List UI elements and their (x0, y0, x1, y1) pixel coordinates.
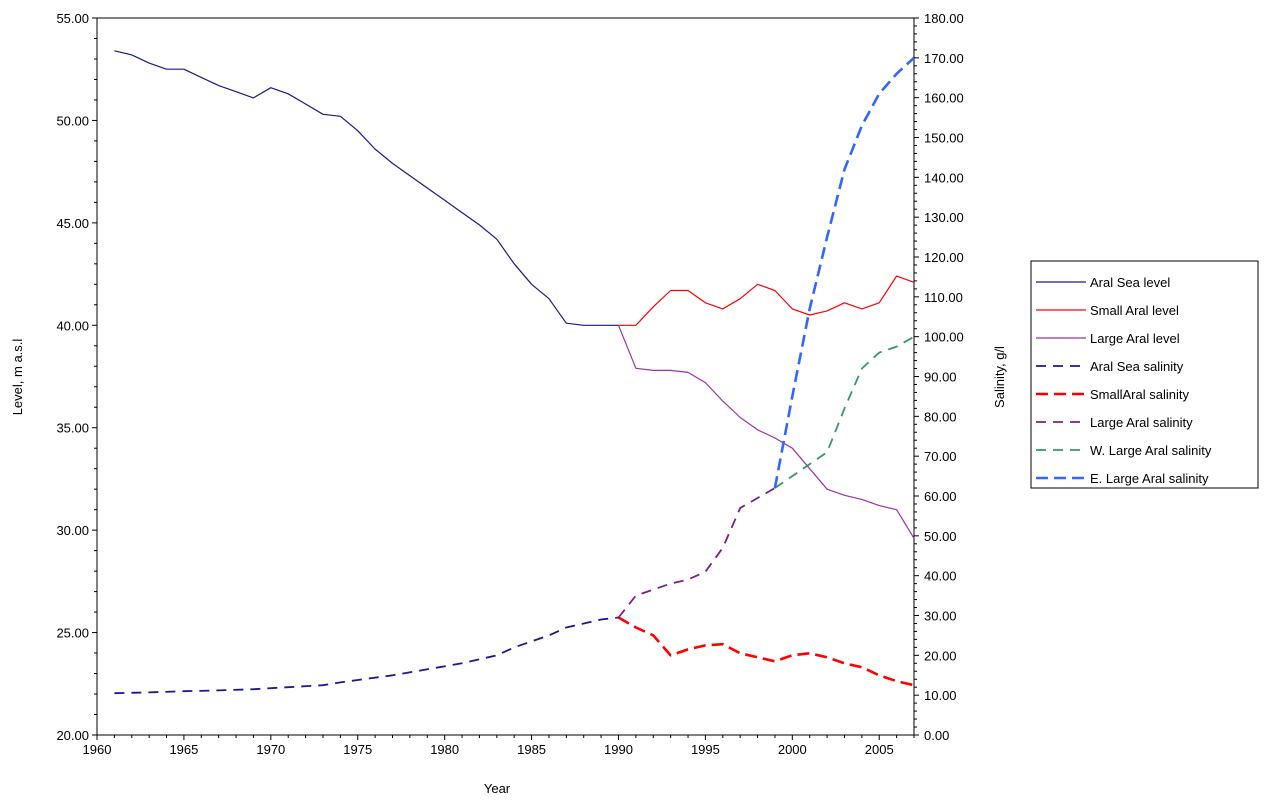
y-right-tick-label: 0.00 (924, 728, 949, 743)
series-line-large-aral-salinity (617, 487, 776, 619)
y-right-tick-label: 70.00 (924, 449, 957, 464)
y-right-tick-label: 80.00 (924, 409, 957, 424)
x-tick-label: 2005 (865, 742, 894, 757)
series-line-smallaral-salinity (617, 616, 915, 687)
y-right-tick-label: 30.00 (924, 609, 957, 624)
y-right-tick-label: 140.00 (924, 170, 964, 185)
series-layer (114, 50, 915, 695)
y-right-tick-label: 100.00 (924, 330, 964, 345)
series-line-aral-sea-salinity (114, 616, 619, 695)
series-line-w-large-aral-salinity (774, 335, 915, 489)
y-right-tick-label: 150.00 (924, 131, 964, 146)
series-line-aral-sea-level (114, 50, 619, 326)
y-right-tick-label: 160.00 (924, 91, 964, 106)
y-left-tick-label: 40.00 (56, 318, 89, 333)
plot-area (96, 17, 915, 736)
y-right-tick-label: 90.00 (924, 370, 957, 385)
axis-layer: 1960 1965 1970 1975 1980 1985 1990 1995 2000 2005… (56, 11, 963, 757)
legend-label-large-aral-salinity: Large Aral salinity (1090, 415, 1193, 430)
legend-label-aral-sea-level: Aral Sea level (1090, 275, 1170, 290)
legend-items: Aral Sea level Small Aral level Large Aral… (1036, 275, 1212, 486)
y-left-tick-label: 45.00 (56, 216, 89, 231)
y-left-tick-label: 50.00 (56, 113, 89, 128)
y-right-tick-label: 20.00 (924, 648, 957, 663)
legend-label-large-aral-level: Large Aral level (1090, 331, 1180, 346)
x-tick-label: 2000 (778, 742, 807, 757)
y-right-tick-label: 10.00 (924, 688, 957, 703)
y-right-tick-label: 40.00 (924, 569, 957, 584)
y-right-axis-title: Salinity, g/l (992, 346, 1007, 408)
series-line-e-large-aral-salinity (773, 56, 915, 489)
x-axis-title: Year (484, 781, 511, 796)
x-tick-label: 1960 (83, 742, 112, 757)
x-tick-label: 1970 (256, 742, 285, 757)
y-right-tick-label: 130.00 (924, 210, 964, 225)
y-left-tick-label: 30.00 (56, 523, 89, 538)
y-right-tick-label: 120.00 (924, 250, 964, 265)
series-line-small-aral-level (618, 275, 915, 326)
legend-box (1030, 260, 1259, 489)
legend-label-aral-sea-salinity: Aral Sea salinity (1090, 359, 1184, 374)
y-right-tick-label: 60.00 (924, 489, 957, 504)
x-tick-label: 1980 (430, 742, 459, 757)
x-tick-label: 1975 (343, 742, 372, 757)
series-line-large-aral-level (617, 325, 915, 539)
x-tick-label: 1990 (604, 742, 633, 757)
y-right-tick-label: 50.00 (924, 529, 957, 544)
x-tick-label: 1995 (691, 742, 720, 757)
y-right-tick-label: 170.00 (924, 51, 964, 66)
y-right-tick-label: 180.00 (924, 11, 964, 26)
y-right-tick-label: 110.00 (924, 290, 963, 305)
x-tick-label: 1985 (517, 742, 546, 757)
legend: Aral Sea level Small Aral level Large Aral… (1030, 260, 1259, 489)
y-left-tick-label: 55.00 (56, 11, 89, 26)
legend-label-e-large-aral-salinity: E. Large Aral salinity (1090, 471, 1209, 486)
legend-label-smallaral-salinity: SmallAral salinity (1090, 387, 1189, 402)
legend-label-w-large-aral-salinity: W. Large Aral salinity (1090, 443, 1212, 458)
y-left-tick-label: 35.00 (56, 421, 89, 436)
legend-label-small-aral-level: Small Aral level (1090, 303, 1179, 318)
y-left-tick-label: 25.00 (56, 626, 89, 641)
y-left-axis-title: Level, m a.s.l (10, 339, 25, 416)
x-tick-label: 1965 (169, 742, 198, 757)
y-left-tick-label: 20.00 (56, 728, 89, 743)
